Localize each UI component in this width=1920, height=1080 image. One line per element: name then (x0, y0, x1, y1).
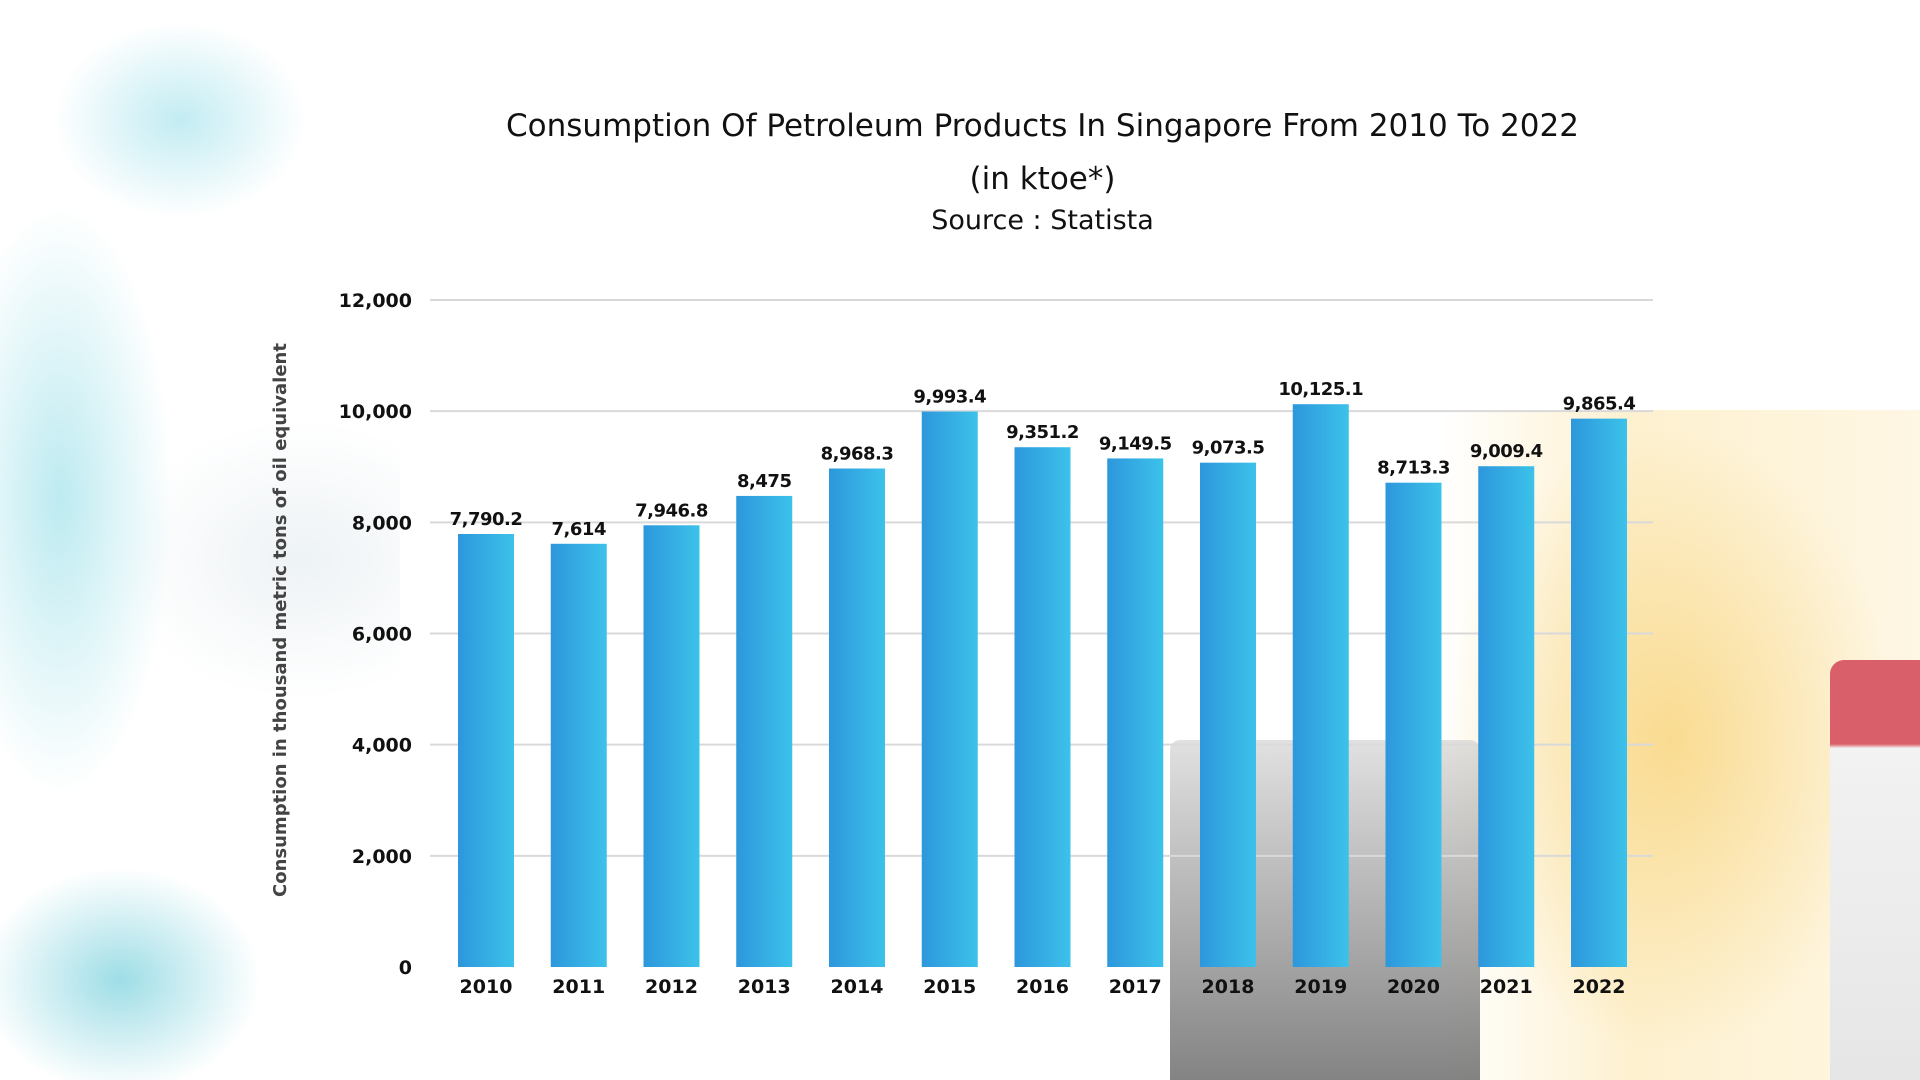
bar-2021 (1478, 466, 1535, 967)
x-tick-label: 2016 (1016, 976, 1069, 998)
bar-2010 (458, 533, 514, 967)
data-label: 7,790.2 (450, 509, 523, 530)
y-tick-label: 8,000 (352, 512, 412, 534)
x-tick-label: 2012 (645, 976, 698, 998)
y-tick-label: 2,000 (352, 846, 412, 868)
x-tick-label: 2014 (831, 976, 884, 998)
x-axis-ticks: 2010 2011 2012 2013 2014 2015 2016 2017 2018 2019… (460, 976, 1626, 998)
data-label: 9,351.2 (1006, 422, 1079, 443)
x-tick-label: 2019 (1294, 976, 1347, 998)
bar-2013 (736, 495, 793, 967)
bar-2022 (1571, 418, 1627, 967)
bar-2016 (1014, 447, 1071, 967)
x-tick-label: 2020 (1387, 976, 1440, 998)
x-tick-label: 2010 (460, 976, 513, 998)
data-label: 9,009.4 (1470, 441, 1543, 462)
y-tick-label: 12,000 (339, 290, 412, 312)
x-tick-label: 2011 (552, 976, 605, 998)
data-labels: 7,790.2 7,614 7,946.8 8,475 8,968.3 9,993.4 9,… (450, 379, 1636, 540)
data-label: 8,475 (737, 471, 791, 492)
data-label: 7,614 (552, 519, 606, 540)
x-tick-label: 2022 (1573, 976, 1626, 998)
data-label: 7,946.8 (635, 500, 708, 521)
data-label: 10,125.1 (1278, 379, 1363, 400)
data-label: 9,993.4 (913, 387, 986, 408)
x-tick-label: 2017 (1109, 976, 1162, 998)
x-tick-label: 2021 (1480, 976, 1533, 998)
bar-2012 (643, 525, 700, 967)
x-tick-label: 2015 (923, 976, 976, 998)
bar-2015 (921, 411, 978, 967)
y-tick-label: 6,000 (352, 624, 412, 646)
chart-title: Consumption Of Petroleum Products In Sin… (506, 108, 1579, 144)
y-axis-label: Consumption in thousand metric tons of o… (270, 343, 291, 897)
bar-2011 (550, 543, 607, 967)
y-tick-label: 10,000 (339, 401, 412, 423)
bar-2020 (1385, 482, 1442, 967)
y-tick-label: 4,000 (352, 735, 412, 757)
bar-2014 (829, 468, 885, 967)
data-label: 9,149.5 (1099, 433, 1172, 454)
bars (458, 404, 1627, 967)
bar-2019 (1292, 404, 1349, 967)
data-label: 8,968.3 (821, 444, 894, 465)
bar-2018 (1200, 462, 1256, 967)
chart-subtitle: (in ktoe*) (969, 161, 1116, 197)
x-tick-label: 2013 (738, 976, 791, 998)
data-label: 9,865.4 (1563, 394, 1636, 415)
bar-2017 (1107, 458, 1164, 967)
y-tick-label: 0 (399, 957, 412, 979)
y-axis-ticks: 0 2,000 4,000 6,000 8,000 10,000 12,000 (339, 290, 412, 979)
data-label: 9,073.5 (1192, 438, 1265, 459)
chart-source: Source : Statista (931, 205, 1154, 236)
x-tick-label: 2018 (1202, 976, 1255, 998)
data-label: 8,713.3 (1377, 458, 1450, 479)
